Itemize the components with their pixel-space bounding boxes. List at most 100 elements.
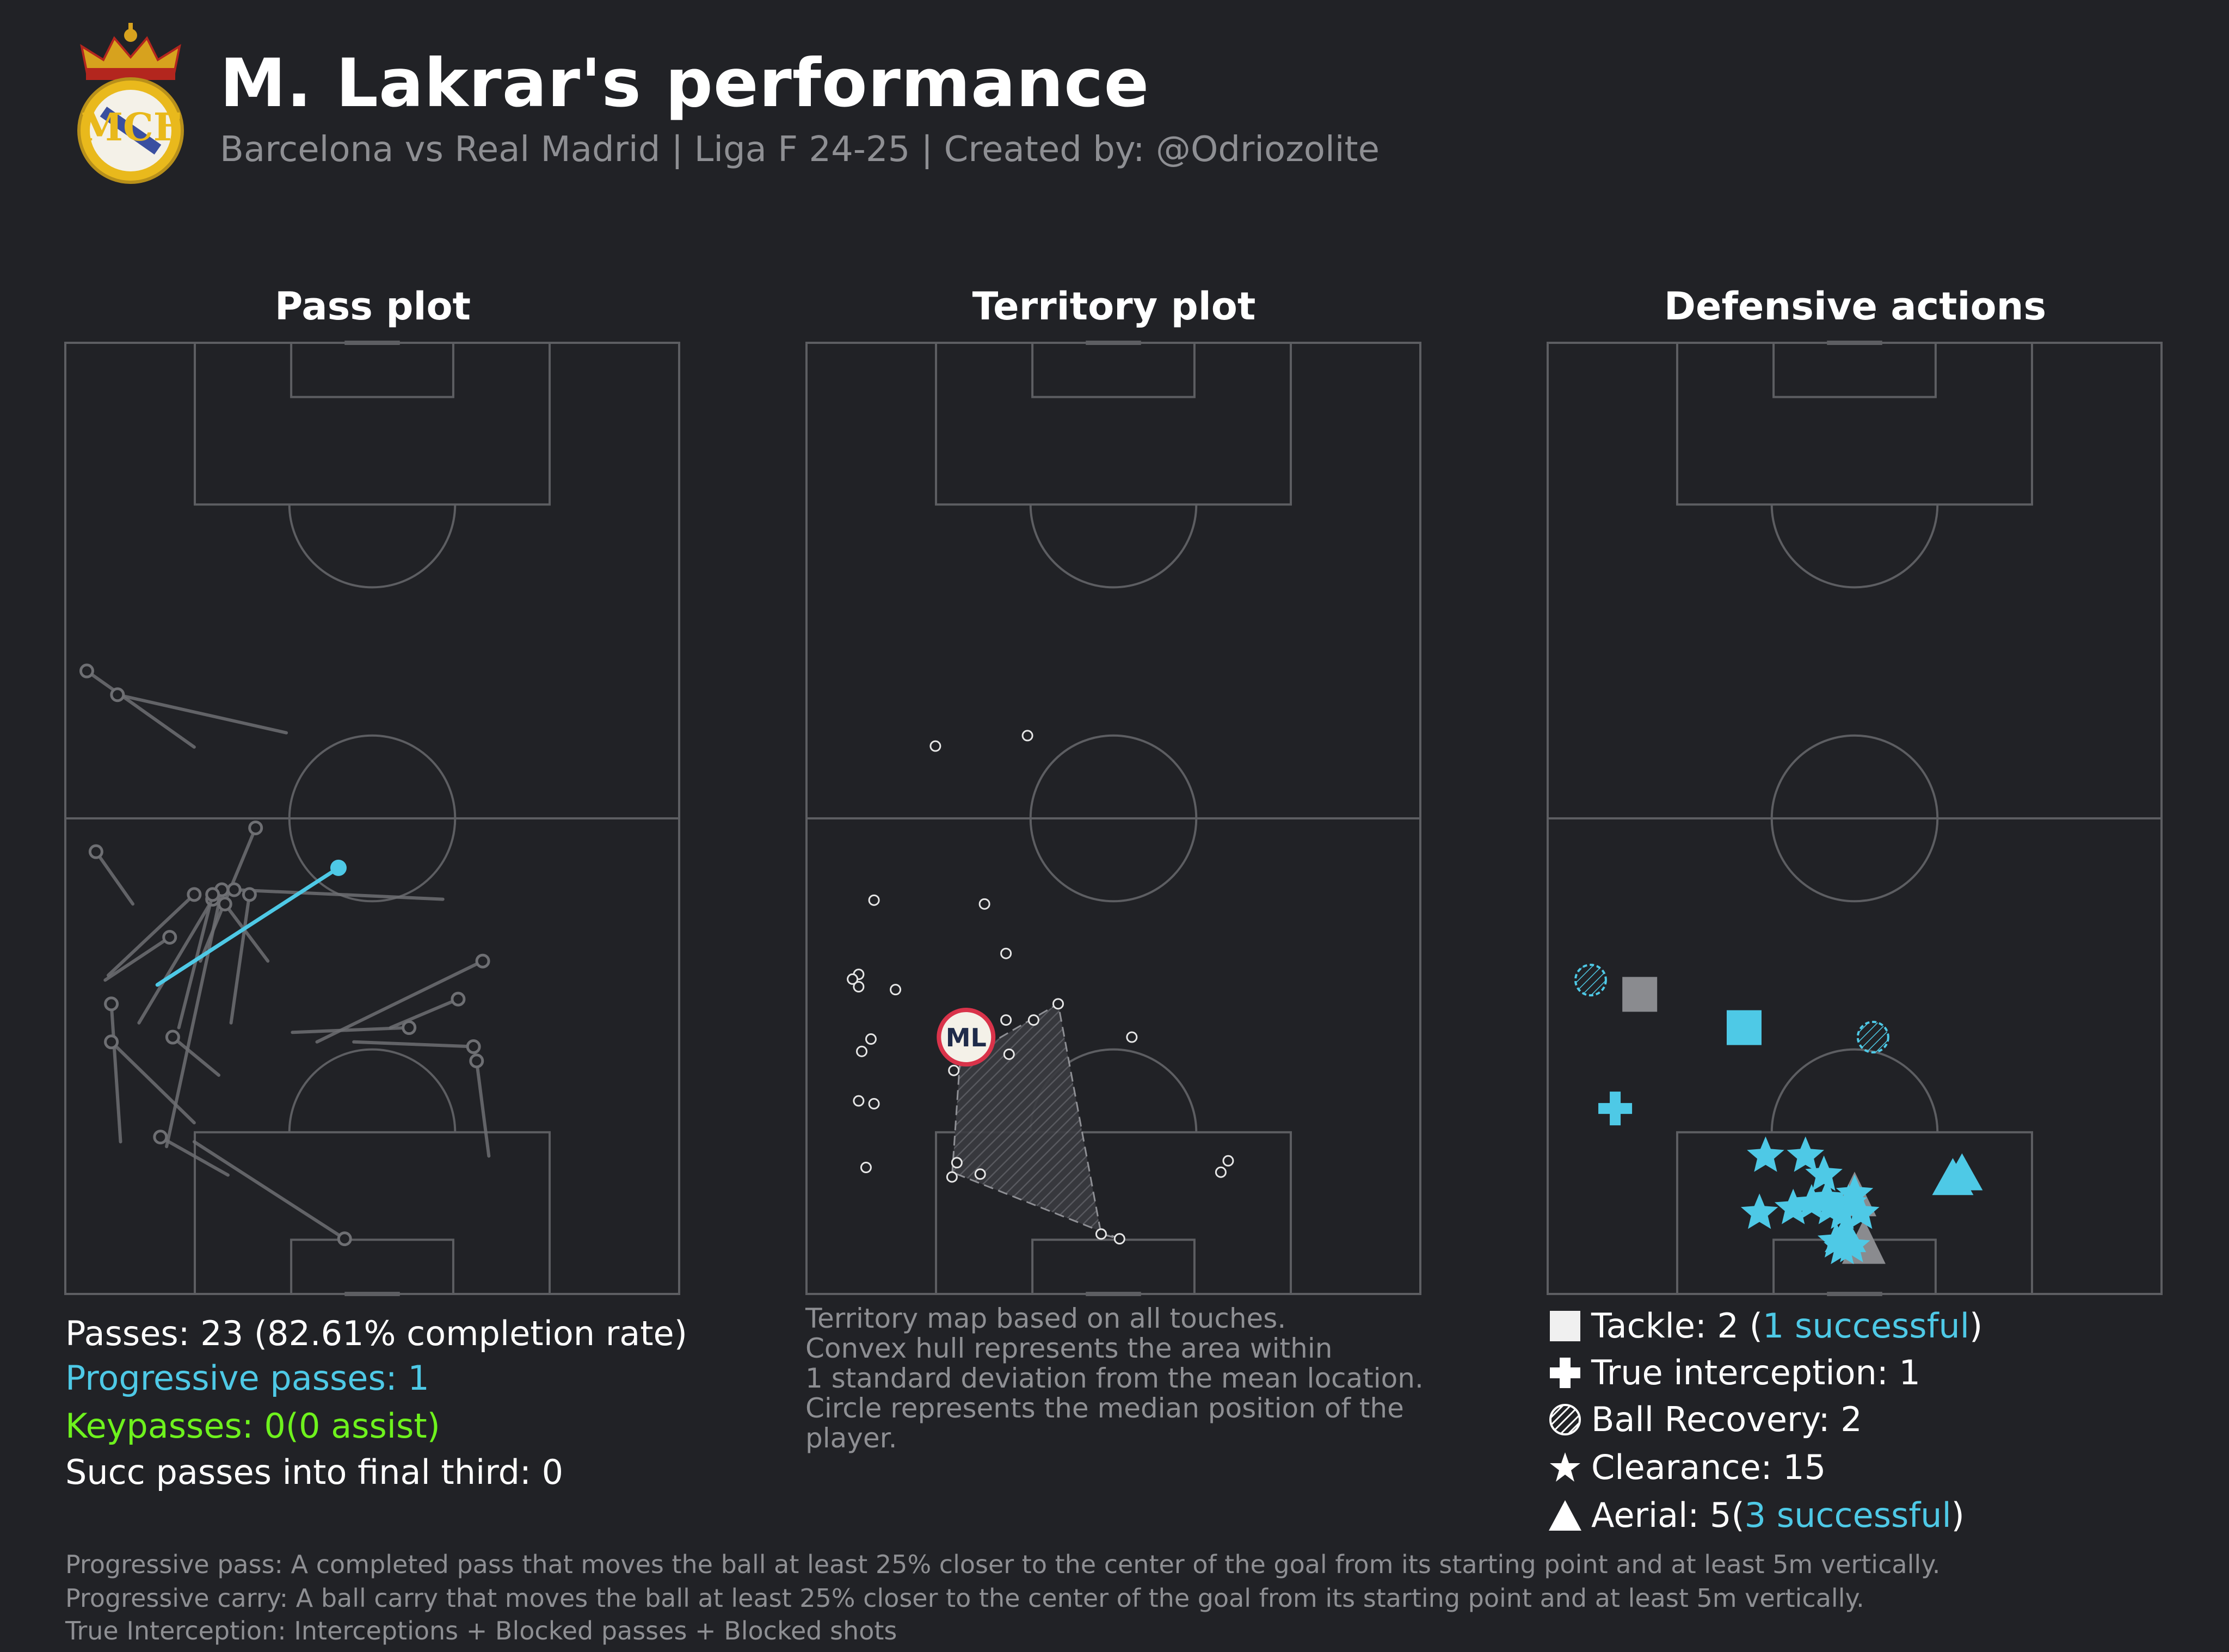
touch-point <box>868 894 880 906</box>
pass-start-marker <box>469 1053 484 1069</box>
clearance-marker <box>1808 1179 1846 1215</box>
penalty-box-top <box>935 342 1292 506</box>
six-yard-box-top <box>1772 342 1937 398</box>
aerial-marker <box>1932 1158 1974 1195</box>
pass-start-marker <box>248 820 263 835</box>
pass-line <box>103 935 171 982</box>
footnote: True Interception: Interceptions + Block… <box>65 1616 897 1645</box>
penalty-box-top <box>1676 342 2033 506</box>
pass-plot-pitch <box>64 341 680 1296</box>
pass-plot-title: Pass plot <box>274 284 471 329</box>
touch-point <box>1000 1014 1012 1026</box>
centre-circle <box>288 734 457 903</box>
touch-point <box>974 1168 986 1180</box>
territory-plot-title: Territory plot <box>972 284 1256 329</box>
touch-point <box>847 973 859 985</box>
pass-line <box>158 1135 230 1177</box>
pass-start-marker <box>217 896 232 911</box>
pass-line <box>291 1026 411 1034</box>
touch-point <box>929 740 941 752</box>
pass-line <box>192 1140 347 1241</box>
touch-point <box>1000 947 1012 959</box>
pass-start-marker <box>451 991 466 1007</box>
touch-point <box>1215 1166 1227 1178</box>
penalty-box-top <box>194 342 551 506</box>
legend-clearance: Clearance: 15 <box>1548 1447 1826 1487</box>
triangle-icon <box>1549 1500 1581 1531</box>
territory-note-line: Territory map based on all touches. <box>805 1303 1286 1334</box>
pass-start-marker <box>79 663 94 679</box>
clearance-marker <box>1805 1155 1843 1191</box>
median-position-label: ML <box>946 1023 987 1052</box>
pass-line <box>109 1040 196 1125</box>
footnote: Progressive carry: A ball carry that mov… <box>65 1583 1864 1613</box>
penalty-arc-top <box>1029 504 1198 589</box>
pass-start-marker <box>475 953 490 969</box>
touch-point <box>1003 1049 1015 1061</box>
touch-point <box>978 898 990 910</box>
pass-line <box>137 897 214 1025</box>
legend-recovery: Ball Recovery: 2 <box>1548 1400 1862 1439</box>
six-yard-box-top <box>290 342 454 398</box>
touch-point <box>948 1064 960 1076</box>
touch-point <box>865 1033 877 1045</box>
six-yard-box-bottom <box>290 1238 454 1296</box>
legend-aerial: Aerial: 5(3 successful) <box>1548 1495 1965 1535</box>
touch-point <box>860 1162 872 1174</box>
touch-point <box>1052 998 1064 1010</box>
clearance-marker <box>1747 1136 1784 1172</box>
territory-note-line: 1 standard deviation from the mean locat… <box>805 1363 1424 1394</box>
territory-note: Territory map based on all touches. Conv… <box>805 1304 1431 1453</box>
clearance-marker <box>1836 1174 1874 1210</box>
pass-line <box>352 1040 476 1049</box>
pass-line <box>94 850 135 906</box>
ball-recovery-marker <box>1856 1021 1889 1054</box>
footnote: Progressive pass: A completed pass that … <box>65 1550 1941 1579</box>
centre-circle <box>1770 734 1939 903</box>
touch-point <box>856 1045 868 1057</box>
progressive-pass-start-marker <box>330 859 347 876</box>
penalty-arc-top <box>1770 504 1939 589</box>
pass-start-marker <box>242 887 257 902</box>
interception-marker <box>1598 1092 1633 1126</box>
touch-point <box>890 984 902 996</box>
ball-recovery-marker <box>1574 964 1607 997</box>
pass-start-marker <box>226 882 242 897</box>
clearance-marker <box>1740 1193 1778 1229</box>
progressive-pass-line <box>155 866 341 987</box>
pass-line <box>223 902 270 963</box>
square-icon <box>1550 1310 1580 1341</box>
legend-interception: True interception: 1 <box>1548 1353 1920 1392</box>
pass-line <box>85 669 196 749</box>
progressive-passes-stat: Progressive passes: 1 <box>65 1358 429 1398</box>
hatched-circle-icon <box>1549 1403 1581 1435</box>
page-title: M. Lakrar's performance <box>220 45 1150 122</box>
final-third-stat: Succ passes into final third: 0 <box>65 1452 564 1492</box>
territory-note-line: Circle represents the median position of… <box>805 1392 1404 1424</box>
pass-start-marker <box>153 1130 168 1145</box>
svg-text:MCF: MCF <box>81 104 181 150</box>
territory-note-line: Convex hull represents the area within <box>805 1333 1333 1364</box>
star-icon <box>1550 1452 1580 1482</box>
legend-tackle: Tackle: 2 (1 successful) <box>1548 1306 1982 1346</box>
touch-point <box>951 1157 963 1169</box>
pass-start-marker <box>162 930 177 945</box>
tackle-marker <box>1622 977 1658 1012</box>
clearance-marker <box>1787 1136 1824 1172</box>
pass-start-marker <box>205 887 220 902</box>
pitch-lines <box>64 341 680 1296</box>
touch-point <box>868 1098 880 1109</box>
pitch-lines <box>805 341 1421 1296</box>
pass-line <box>315 959 485 1044</box>
touch-point <box>1126 1031 1138 1043</box>
passes-stat: Passes: 23 (82.61% completion rate) <box>65 1314 687 1353</box>
aerial-marker <box>1825 1215 1867 1253</box>
touch-point <box>853 981 865 993</box>
pass-start-marker <box>104 996 119 1012</box>
pass-line <box>171 1035 220 1077</box>
pass-line <box>475 1059 491 1158</box>
territory-plot-pitch: ML <box>805 341 1421 1296</box>
pass-start-marker <box>402 1020 417 1035</box>
pass-line <box>106 892 196 977</box>
cross-icon <box>1550 1357 1580 1388</box>
